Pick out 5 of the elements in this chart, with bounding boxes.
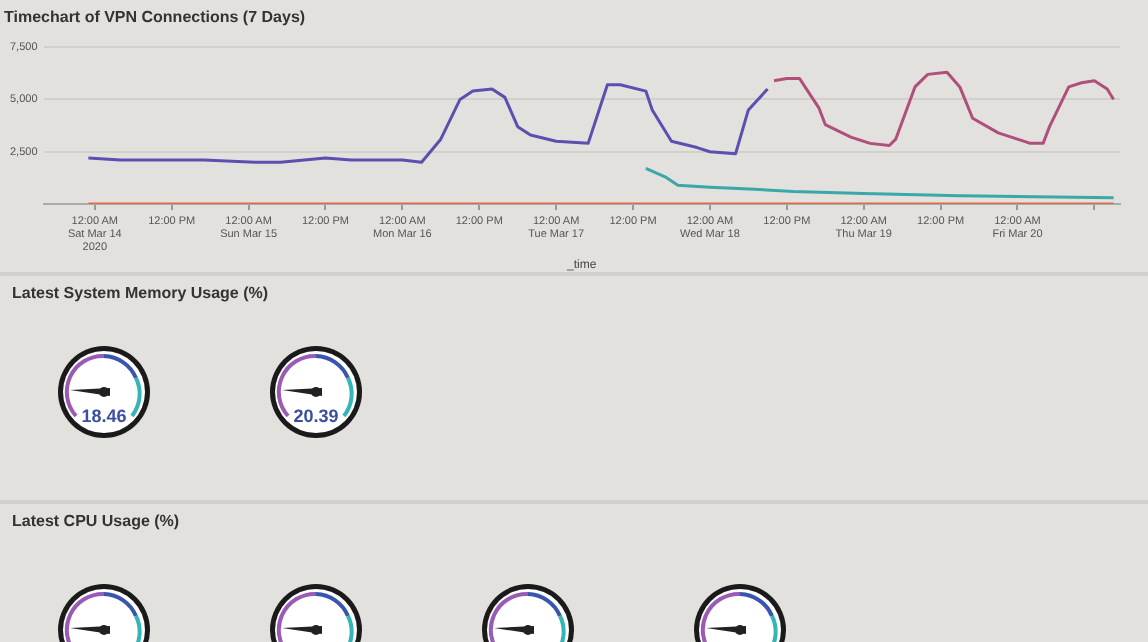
text: Latest System Memory Usage (%) <box>12 284 269 302</box>
text: 20.39 <box>291 406 341 426</box>
text: Latest CPU Usage (%) <box>12 512 180 530</box>
text: 18.46 <box>79 406 129 426</box>
chart-title: Timechart of VPN Connections (7 Days) <box>4 8 306 27</box>
